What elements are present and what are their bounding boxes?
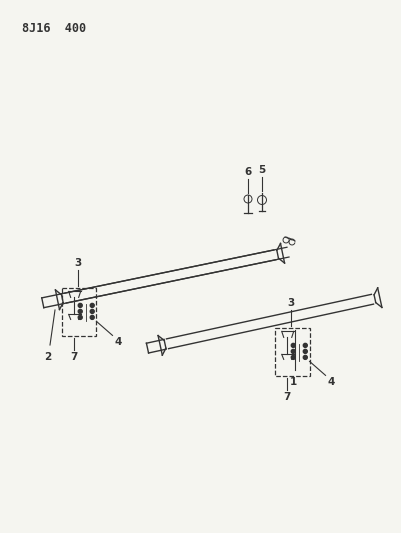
Circle shape bbox=[90, 316, 94, 319]
Text: 5: 5 bbox=[258, 165, 265, 175]
Circle shape bbox=[302, 343, 306, 348]
Circle shape bbox=[78, 316, 82, 319]
Circle shape bbox=[291, 356, 295, 359]
Circle shape bbox=[291, 350, 295, 353]
Text: 2: 2 bbox=[44, 352, 51, 362]
Text: 4: 4 bbox=[114, 337, 122, 348]
Circle shape bbox=[78, 309, 82, 313]
Text: 3: 3 bbox=[74, 258, 81, 268]
Text: 4: 4 bbox=[327, 377, 334, 387]
Text: 1: 1 bbox=[289, 377, 296, 387]
Text: 7: 7 bbox=[71, 352, 78, 362]
Text: 6: 6 bbox=[244, 167, 251, 177]
Bar bbox=[275, 328, 309, 376]
Circle shape bbox=[78, 303, 82, 308]
Bar bbox=[62, 288, 96, 336]
Text: 7: 7 bbox=[283, 392, 290, 402]
Text: 3: 3 bbox=[286, 298, 294, 308]
Circle shape bbox=[302, 356, 306, 359]
Text: 8J16  400: 8J16 400 bbox=[22, 22, 86, 35]
Circle shape bbox=[90, 309, 94, 313]
Circle shape bbox=[90, 303, 94, 308]
Circle shape bbox=[302, 350, 306, 353]
Circle shape bbox=[291, 343, 295, 348]
